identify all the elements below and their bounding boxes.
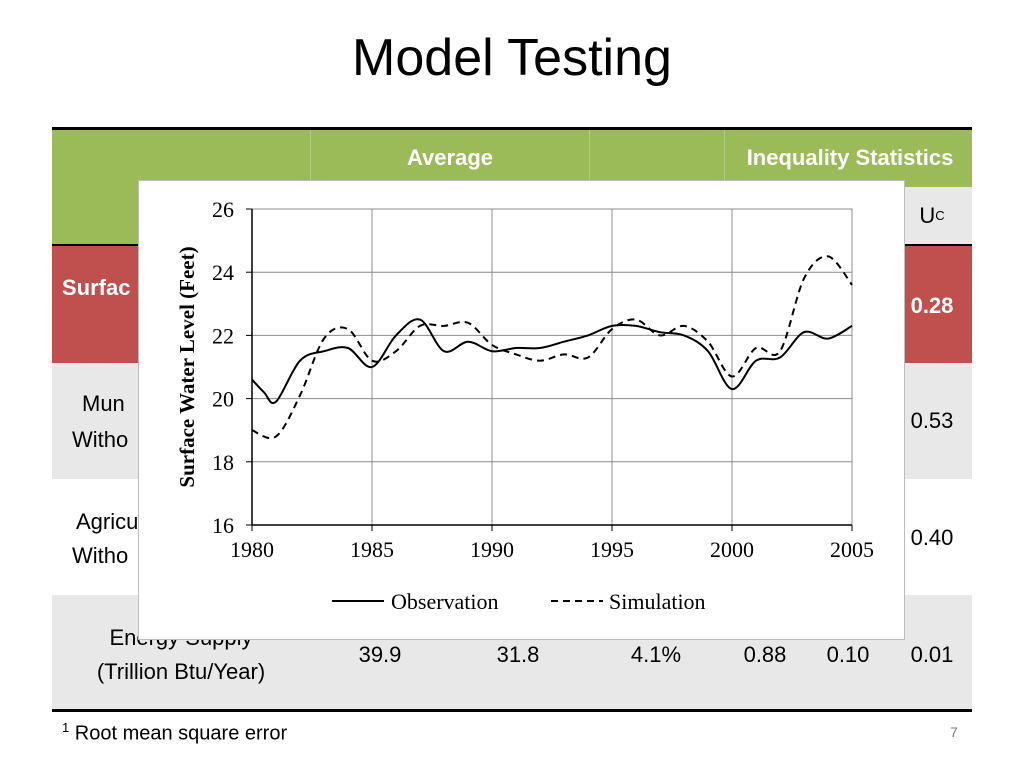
x-tick-label: 1985 [350,537,394,562]
row-surface-label: Surfac [62,275,131,300]
table-top-rule [52,127,972,130]
chart-svg: 1980 1985 1990 1995 2000 2005 16 18 20 22 24 26 Surf… [175,197,874,614]
legend-label-simulation: Simulation [609,589,706,614]
x-tick-label: 1990 [470,537,514,562]
row-energy-obs: 39.9 [358,642,402,667]
header-uc-superscript: C [935,208,945,223]
y-tick-label: 26 [212,197,234,222]
row-energy-uc: 0.01 [910,642,954,667]
y-tick-label: 18 [212,450,234,475]
y-axis-label: Surface Water Level (Feet) [175,246,199,487]
row-energy-sim: 31.8 [496,642,540,667]
row-municipal-uc: 0.53 [910,408,954,433]
surface-water-chart: 1980 1985 1990 1995 2000 2005 16 18 20 22 24 26 Surf… [138,180,905,640]
header-average: Average [406,145,493,170]
row-agricultural-label-line2: Witho [72,543,129,568]
x-tick-label: 2005 [830,537,874,562]
header-inequality-statistics: Inequality Statistics [746,145,954,170]
table-bottom-rule [52,709,972,712]
row-energy-label-line2: (Trillion Btu/Year) [96,659,266,684]
y-tick-label: 16 [212,513,234,538]
x-tick-label: 1980 [230,537,274,562]
row-municipal-label-line1: Mun [82,391,125,416]
x-tick-label: 1995 [590,537,634,562]
slide-title: Model Testing [352,29,672,87]
row-energy-us: 0.10 [826,642,870,667]
y-tick-label: 20 [212,387,234,412]
footnote-text: Root mean square error [74,722,288,745]
row-agricultural-uc: 0.40 [910,525,954,550]
series-line-observation [251,318,853,405]
row-agricultural-label-line1: Agricu [76,509,139,534]
footnote-mark: 1 [62,720,70,735]
legend-label-observation: Observation [391,589,499,614]
y-tick-label: 22 [212,323,234,348]
x-tick-label: 2000 [710,537,754,562]
footnote: 1 Root mean square error [62,720,287,746]
row-energy-um: 0.88 [743,642,787,667]
plot-area [251,208,853,526]
series-line-simulation [251,255,853,440]
y-tick-label: 24 [212,260,234,285]
row-municipal-label-line2: Witho [72,427,129,452]
row-surface-uc: 0.28 [910,293,954,318]
row-energy-rmse: 4.1% [630,642,682,667]
page-number: 7 [950,724,958,740]
header-uc-label: U [919,203,936,228]
